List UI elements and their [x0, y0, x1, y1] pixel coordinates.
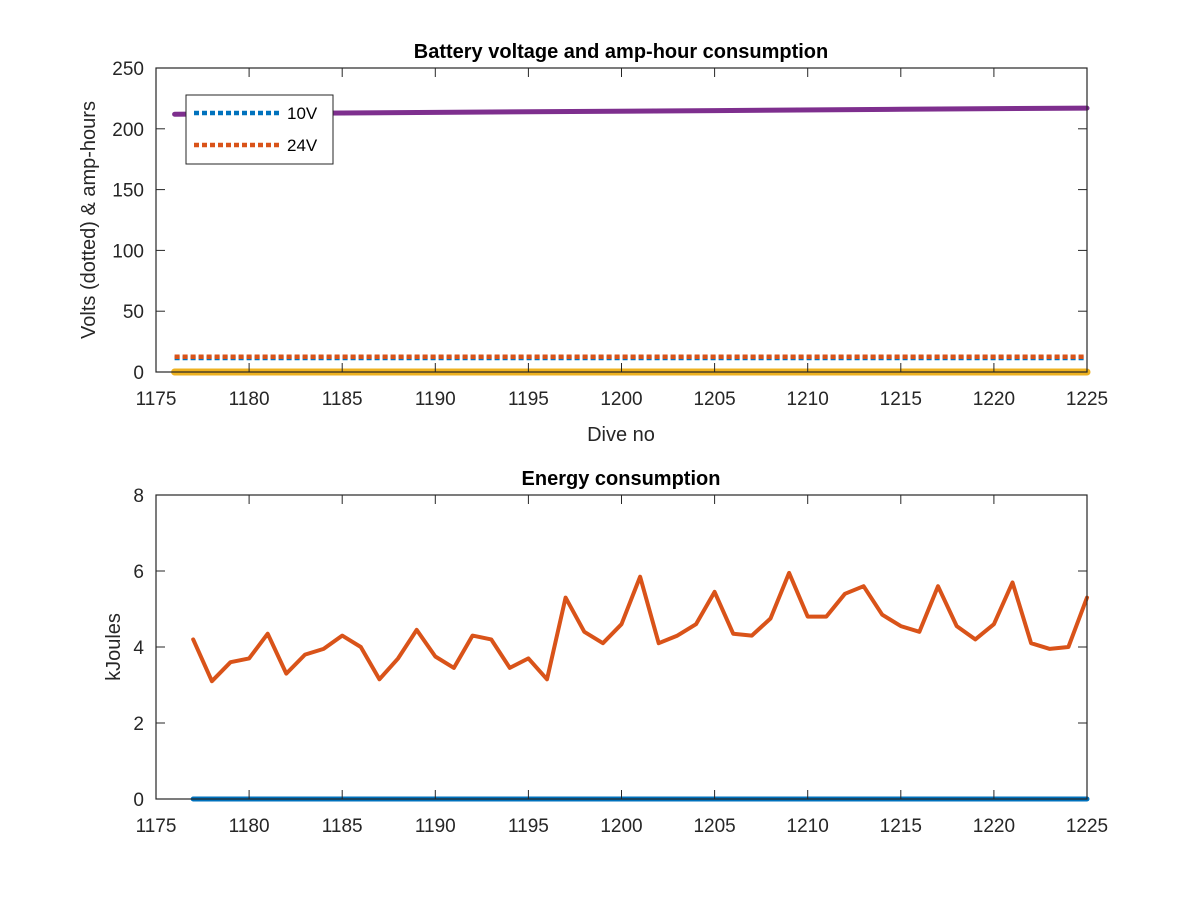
legend-label-24v: 24V	[287, 136, 318, 155]
top-plot-title: Battery voltage and amp-hour consumption	[414, 41, 828, 63]
top-x-tick-label: 1180	[229, 389, 270, 410]
top-x-axis: 1175 1180 1185 1190 1195 1200 1205 1210 1215 1220…	[136, 68, 1108, 410]
top-y-tick-label: 100	[112, 241, 144, 262]
bottom-x-tick-label: 1195	[508, 816, 549, 837]
top-x-tick-label: 1215	[880, 389, 922, 410]
bottom-y-tick-label: 8	[133, 486, 144, 507]
top-x-tick-label: 1195	[508, 389, 549, 410]
bottom-y-tick-label: 6	[133, 562, 144, 583]
top-y-tick-label: 150	[112, 181, 144, 202]
legend: 10V 24V	[185, 94, 334, 165]
bottom-x-tick-label: 1190	[415, 816, 456, 837]
top-y-axis: 0 50 100 150 200 250	[112, 59, 1087, 384]
top-y-tick-label: 50	[123, 302, 144, 323]
bottom-x-axis: 1175 1180 1185 1190 1195 1200 1205 1210 1215 1220…	[136, 495, 1108, 837]
top-y-tick-label: 0	[133, 363, 144, 384]
bottom-x-tick-label: 1225	[1066, 816, 1108, 837]
bottom-plot-area	[156, 495, 1087, 799]
top-x-tick-label: 1205	[693, 389, 735, 410]
bottom-plot-title: Energy consumption	[522, 468, 721, 490]
top-x-tick-label: 1185	[322, 389, 363, 410]
bottom-y-axis: 0 2 4 6 8	[133, 486, 1087, 811]
top-x-tick-label: 1210	[787, 389, 829, 410]
top-x-tick-label: 1190	[415, 389, 456, 410]
top-x-tick-label: 1175	[136, 389, 177, 410]
voltage-plot: Battery voltage and amp-hour consumption…	[78, 41, 1108, 446]
energy-plot: Energy consumption 1175 1180 1185 1190 1195 1…	[103, 468, 1108, 837]
legend-box	[185, 94, 334, 165]
bottom-x-tick-label: 1175	[136, 816, 177, 837]
bottom-x-tick-label: 1215	[880, 816, 922, 837]
bottom-x-tick-label: 1185	[322, 816, 363, 837]
top-x-axis-label: Dive no	[587, 424, 655, 446]
bottom-x-tick-label: 1210	[787, 816, 829, 837]
bottom-y-tick-label: 0	[133, 790, 144, 811]
bottom-x-tick-label: 1200	[600, 816, 642, 837]
bottom-x-tick-label: 1180	[229, 816, 270, 837]
bottom-y-axis-label: kJoules	[103, 613, 125, 681]
top-y-tick-label: 250	[112, 59, 144, 80]
top-x-tick-label: 1220	[973, 389, 1015, 410]
top-x-tick-label: 1225	[1066, 389, 1108, 410]
top-y-axis-label: Volts (dotted) & amp-hours	[78, 101, 100, 339]
top-x-tick-label: 1200	[600, 389, 642, 410]
bottom-x-tick-label: 1205	[693, 816, 735, 837]
bottom-y-tick-label: 4	[133, 638, 144, 659]
top-y-tick-label: 200	[112, 120, 144, 141]
bottom-y-tick-label: 2	[133, 714, 144, 735]
legend-label-10v: 10V	[287, 104, 318, 123]
bottom-series-line-1	[191, 570, 1089, 684]
bottom-x-tick-label: 1220	[973, 816, 1015, 837]
